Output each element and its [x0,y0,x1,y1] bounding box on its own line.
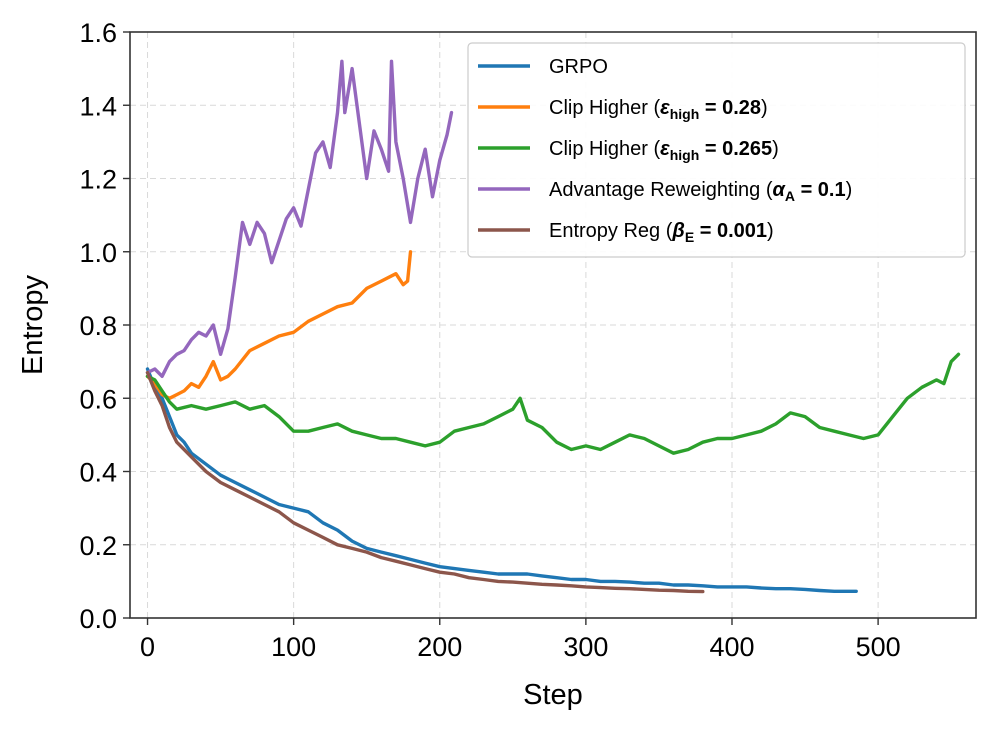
series-line-1 [145,250,413,400]
x-axis-title: Step [523,679,583,711]
legend-label-3: Advantage Reweighting (αA = 0.1) [549,179,852,204]
y-tick-label: 1.4 [79,91,117,121]
legend-label-2: Clip Higher (εhigh = 0.265) [549,138,779,163]
legend-label-0: GRPO [549,56,608,78]
legend-box [467,42,966,258]
series-line-0 [145,367,858,593]
series-line-2 [145,352,961,455]
x-tick-label: 500 [856,632,901,662]
x-tick-label: 300 [563,632,608,662]
legend-label-4: Entropy Reg (βE = 0.001) [549,220,774,245]
legend: GRPO Clip Higher (εhigh = 0.28) Clip Highe… [467,42,966,258]
legend-label-1: Clip Higher (εhigh = 0.28) [549,97,768,122]
series-line-3 [145,59,454,378]
x-tick-label: 400 [709,632,754,662]
y-tick-label: 1.0 [79,238,117,268]
x-tick-label: 100 [271,632,316,662]
series-layer [145,59,961,594]
y-tick-label: 1.6 [79,18,117,48]
y-axis-title: Entropy [17,275,49,375]
x-tick-label: 200 [417,632,462,662]
ticks: 0 100 200 300 400 500 0.0 0.2 0.4 0.6 0.8 1.0 1.2 1.4… [79,18,900,662]
y-tick-label: 0.8 [79,311,117,341]
series-line-4 [145,370,705,594]
x-tick-label: 0 [140,632,155,662]
y-tick-label: 0.6 [79,384,117,414]
y-tick-label: 0.0 [79,604,117,634]
y-tick-label: 0.2 [79,531,117,561]
y-tick-label: 1.2 [79,165,117,195]
y-tick-label: 0.4 [79,458,117,488]
